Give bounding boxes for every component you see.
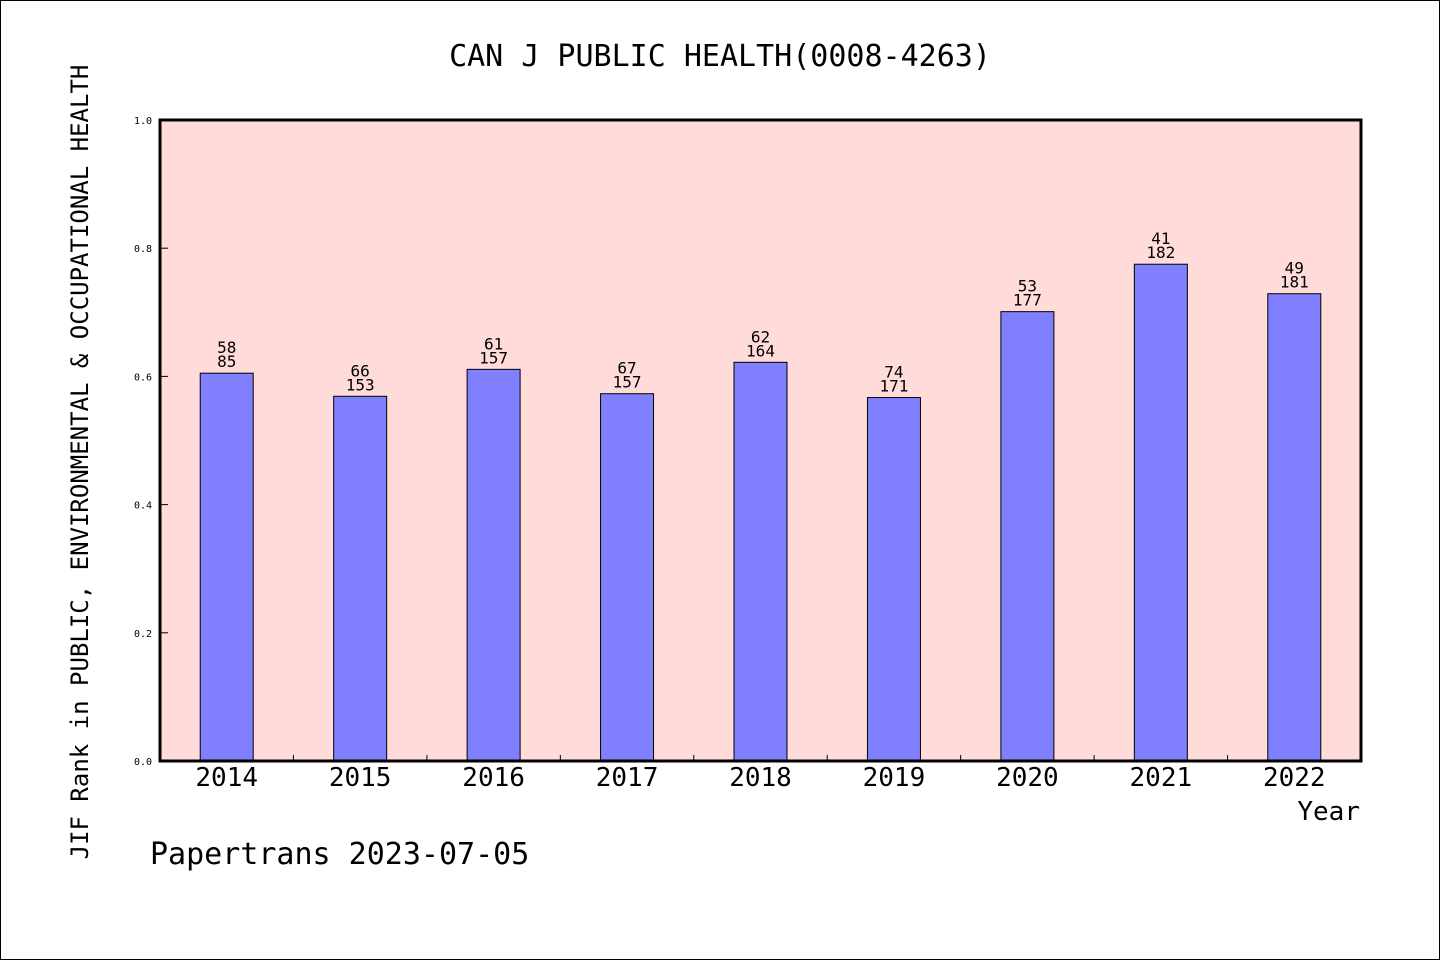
bar-rank-label: 67 — [617, 359, 636, 378]
x-tick-label: 2018 — [729, 763, 792, 793]
footer-watermark: Papertrans 2023-07-05 — [150, 837, 529, 872]
y-tick-label: 0.6 — [134, 372, 152, 383]
bar-total-label: 157 — [613, 373, 642, 392]
bar-2021 — [1133, 263, 1188, 762]
bar-rank-label: 53 — [1018, 277, 1037, 296]
bar-total-label: 153 — [346, 375, 375, 394]
x-tick-label: 2021 — [1130, 763, 1193, 793]
bar-rank-label: 58 — [217, 338, 236, 357]
y-axis-label: JIF Rank in PUBLIC, ENVIRONMENTAL & OCCU… — [66, 65, 94, 860]
x-tick-label: 2015 — [329, 763, 392, 793]
bar-total-label: 181 — [1280, 273, 1309, 292]
bar-2022 — [1267, 293, 1322, 762]
bar-2015 — [333, 395, 388, 762]
y-tick-label: 0.2 — [134, 629, 152, 640]
bar-2014 — [199, 372, 254, 762]
plot-border — [158, 118, 1363, 763]
bar-rank-label: 41 — [1151, 229, 1170, 248]
y-tick-label: 0.0 — [134, 757, 152, 768]
bar-total-label: 182 — [1146, 243, 1175, 262]
bar-2019 — [866, 397, 921, 762]
bar-rank-label: 61 — [484, 334, 503, 353]
x-axis-label: Year — [1297, 797, 1360, 827]
bar-2018 — [733, 361, 788, 762]
x-tick-label: 2014 — [195, 763, 258, 793]
x-tick-label: 2020 — [996, 763, 1059, 793]
x-tick-label: 2022 — [1263, 763, 1326, 793]
y-tick-label: 1.0 — [134, 116, 152, 127]
bar-total-label: 177 — [1013, 291, 1042, 310]
bar-rank-label: 74 — [884, 363, 903, 382]
bar-2020 — [1000, 311, 1055, 762]
bar-total-label: 164 — [746, 341, 775, 360]
y-tick-label: 0.4 — [134, 501, 152, 512]
bar-total-label: 157 — [479, 348, 508, 367]
y-tick-label: 0.8 — [134, 244, 152, 255]
x-tick-label: 2019 — [863, 763, 926, 793]
bar-rank-label: 62 — [751, 327, 770, 346]
bar-total-label: 85 — [217, 352, 236, 371]
bar-rank-label: 66 — [351, 361, 370, 380]
x-tick-label: 2016 — [462, 763, 525, 793]
x-ticks-group: 2014 2015 2016 2017 2018 2019 2020 2021 2022 — [195, 755, 1326, 793]
bars-group — [199, 263, 1322, 762]
chart-title: CAN J PUBLIC HEALTH(0008-4263) — [449, 39, 991, 74]
bar-2016 — [466, 368, 521, 762]
bar-total-label: 171 — [879, 377, 908, 396]
bar-rank-label: 49 — [1285, 259, 1304, 278]
x-tick-label: 2017 — [596, 763, 659, 793]
bar-2017 — [600, 393, 655, 762]
